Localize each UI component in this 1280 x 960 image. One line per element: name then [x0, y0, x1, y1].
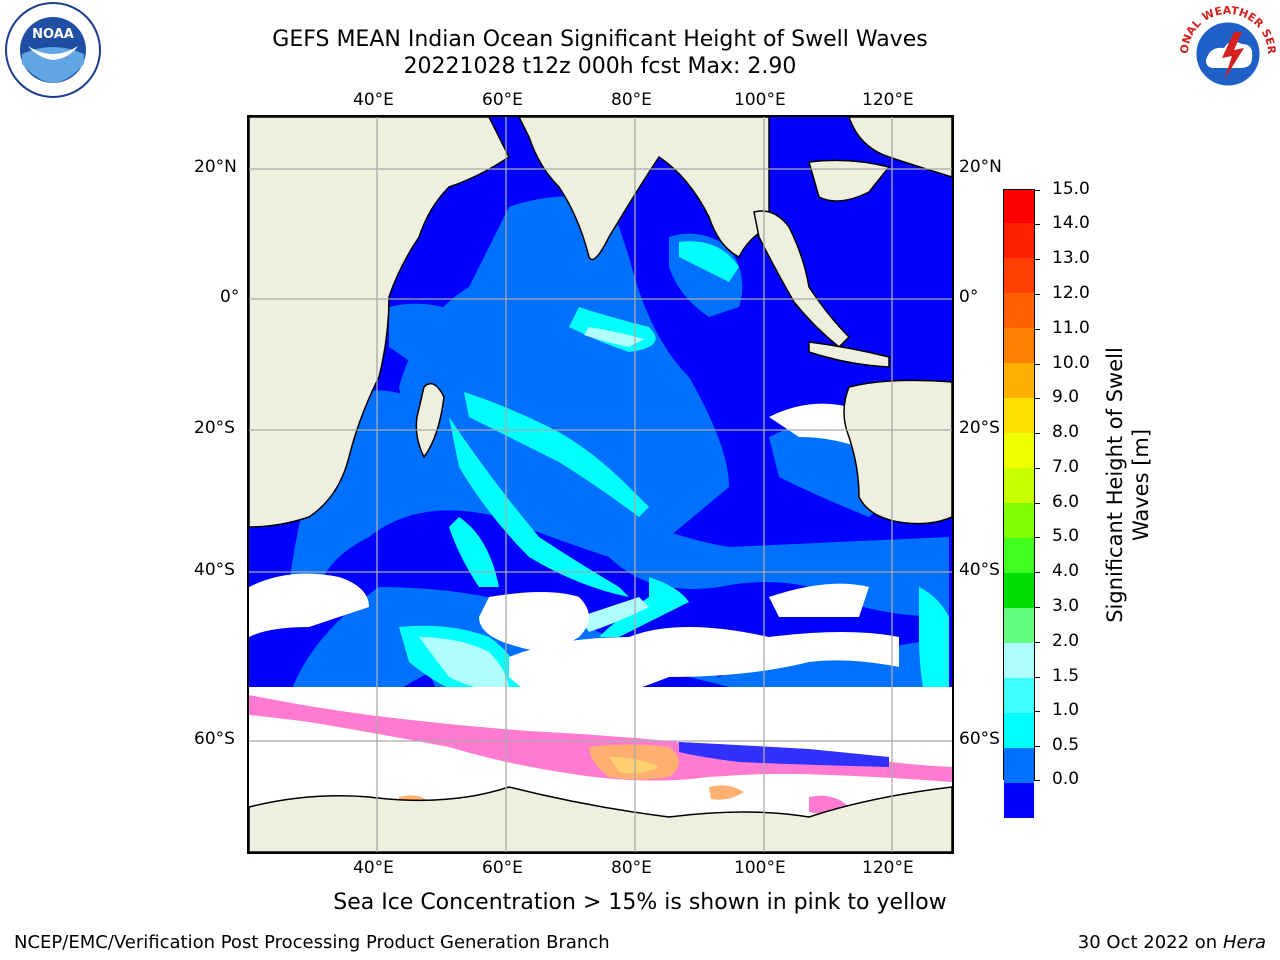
colorbar-segment: [1004, 258, 1034, 293]
colorbar-title-line2: Waves [m]: [1129, 428, 1153, 542]
colorbar-tick: [1034, 607, 1040, 608]
colorbar-tick: [1034, 190, 1040, 191]
lon-tick-top: 80°E: [611, 90, 652, 110]
colorbar-label: 13.0: [1052, 248, 1090, 268]
colorbar-segment: [1004, 783, 1034, 818]
colorbar-tick: [1034, 433, 1040, 434]
colorbar-segment: [1004, 398, 1034, 433]
colorbar-segment: [1004, 643, 1034, 678]
colorbar-tick: [1034, 642, 1040, 643]
colorbar-title-line1: Significant Height of Swell: [1103, 347, 1127, 623]
colorbar-tick: [1034, 537, 1040, 538]
lat-tick-right: 0°: [959, 287, 979, 307]
colorbar-label: 5.0: [1052, 526, 1080, 546]
nws-logo: NATIONAL WEATHER SERVICE: [1176, 2, 1278, 104]
colorbar-label: 6.0: [1052, 492, 1080, 512]
colorbar-label: 0.5: [1052, 735, 1080, 755]
lon-tick-bottom: 100°E: [734, 858, 786, 878]
footer-date-text: 30 Oct 2022 on: [1077, 932, 1223, 953]
colorbar-tick: [1034, 711, 1040, 712]
colorbar-label: 0.0: [1052, 769, 1080, 789]
colorbar-segment: [1004, 293, 1034, 328]
lon-tick-bottom: 120°E: [862, 858, 914, 878]
colorbar-segment: [1004, 538, 1034, 573]
colorbar-tick: [1034, 224, 1040, 225]
lon-tick-bottom: 40°E: [353, 858, 394, 878]
colorbar-tick: [1034, 364, 1040, 365]
lat-tick-right: 40°S: [959, 560, 1000, 580]
map-canvas: [249, 117, 952, 852]
lat-tick-left: 0°: [220, 287, 240, 307]
colorbar-tick: [1034, 572, 1040, 573]
colorbar-segment: [1004, 433, 1034, 468]
colorbar-label: 14.0: [1052, 213, 1090, 233]
footer-date: 30 Oct 2022 on Hera: [1078, 932, 1266, 953]
colorbar-segment: [1004, 608, 1034, 643]
colorbar-label: 10.0: [1052, 353, 1090, 373]
colorbar-label: 3.0: [1052, 596, 1080, 616]
lat-tick-right: 20°S: [959, 418, 1000, 438]
svg-text:NOAA: NOAA: [32, 27, 74, 42]
colorbar-title: Significant Height of Swell Waves [m]: [1102, 347, 1154, 623]
colorbar-segment: [1004, 713, 1034, 748]
colorbar-tick: [1034, 259, 1040, 260]
colorbar-tick: [1034, 503, 1040, 504]
colorbar-segment: [1004, 328, 1034, 363]
footer-producer: NCEP/EMC/Verification Post Processing Pr…: [14, 932, 610, 953]
colorbar-segment: [1004, 678, 1034, 713]
colorbar-tick: [1034, 294, 1040, 295]
colorbar-tick: [1034, 677, 1040, 678]
noaa-logo: NOAA: [5, 2, 101, 98]
colorbar-label: 8.0: [1052, 422, 1080, 442]
chart-subtitle: 20221028 t12z 000h fcst Max: 2.90: [403, 54, 797, 79]
lon-tick-bottom: 80°E: [611, 858, 652, 878]
lat-tick-left: 20°N: [194, 157, 237, 177]
colorbar-segment: [1004, 223, 1034, 258]
chart-title: GEFS MEAN Indian Ocean Significant Heigh…: [272, 27, 928, 52]
colorbar-label: 1.0: [1052, 700, 1080, 720]
colorbar-tick: [1034, 780, 1040, 781]
footer-machine: Hera: [1222, 932, 1266, 953]
colorbar-tick: [1034, 398, 1040, 399]
colorbar-label: 1.5: [1052, 666, 1080, 686]
colorbar-segment: [1004, 190, 1034, 223]
lon-tick-top: 40°E: [353, 90, 394, 110]
colorbar-segment: [1004, 573, 1034, 608]
colorbar-segment: [1004, 468, 1034, 503]
lon-tick-bottom: 60°E: [482, 858, 523, 878]
colorbar-tick: [1034, 468, 1040, 469]
lon-tick-top: 60°E: [482, 90, 523, 110]
colorbar-tick: [1034, 746, 1040, 747]
sea-ice-caption: Sea Ice Concentration > 15% is shown in …: [333, 890, 947, 915]
colorbar-label: 4.0: [1052, 561, 1080, 581]
lon-tick-top: 100°E: [734, 90, 786, 110]
lat-tick-left: 40°S: [194, 560, 235, 580]
colorbar-segment: [1004, 503, 1034, 538]
lat-tick-left: 60°S: [194, 729, 235, 749]
colorbar-segment: [1004, 363, 1034, 398]
colorbar-label: 15.0: [1052, 179, 1090, 199]
colorbar-label: 9.0: [1052, 387, 1080, 407]
colorbar-label: 12.0: [1052, 283, 1090, 303]
swell-height-map: [247, 115, 954, 854]
lon-tick-top: 120°E: [862, 90, 914, 110]
lat-tick-right: 20°N: [959, 157, 1002, 177]
colorbar-segment: [1004, 748, 1034, 783]
colorbar-tick: [1034, 329, 1040, 330]
lat-tick-left: 20°S: [194, 418, 235, 438]
colorbar-label: 2.0: [1052, 631, 1080, 651]
lat-tick-right: 60°S: [959, 729, 1000, 749]
colorbar-label: 11.0: [1052, 318, 1090, 338]
colorbar: [1003, 189, 1035, 818]
colorbar-label: 7.0: [1052, 457, 1080, 477]
